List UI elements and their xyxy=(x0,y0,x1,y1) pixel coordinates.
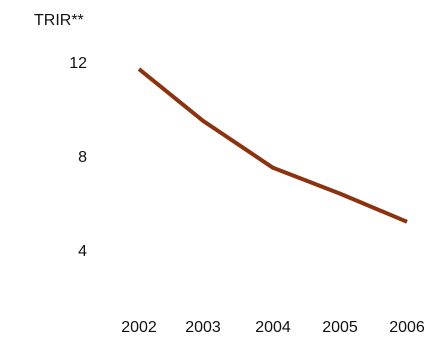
x-tick-label: 2005 xyxy=(322,319,358,336)
x-tick-label: 2002 xyxy=(121,319,157,336)
y-tick-label: 4 xyxy=(78,243,87,260)
y-tick-label: 12 xyxy=(69,55,87,72)
x-tick-label: 2003 xyxy=(185,319,221,336)
y-tick-label: 8 xyxy=(78,149,87,166)
y-tick-labels: 12 8 4 xyxy=(69,55,87,260)
x-tick-labels: 2002 2003 2004 2005 2006 xyxy=(121,319,425,336)
series-line xyxy=(137,67,408,224)
y-axis-label: TRIR** xyxy=(34,12,84,29)
x-tick-label: 2004 xyxy=(255,319,291,336)
x-tick-label: 2006 xyxy=(389,319,425,336)
series-lines xyxy=(137,67,408,224)
